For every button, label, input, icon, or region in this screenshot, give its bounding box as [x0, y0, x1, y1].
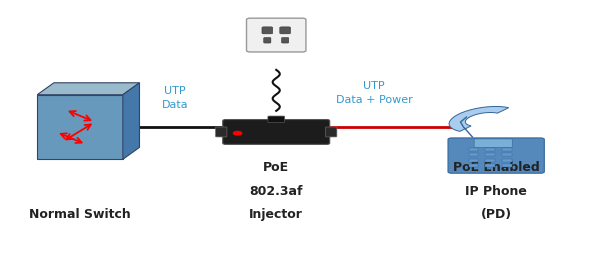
FancyBboxPatch shape [474, 139, 512, 147]
FancyBboxPatch shape [262, 27, 272, 34]
Bar [469, 153, 478, 156]
Polygon shape [37, 95, 123, 159]
Bar [485, 158, 495, 162]
FancyBboxPatch shape [448, 138, 544, 173]
Bar [485, 164, 495, 167]
Bar [502, 153, 512, 156]
Polygon shape [37, 83, 139, 95]
FancyBboxPatch shape [247, 18, 306, 52]
Polygon shape [123, 83, 139, 159]
FancyBboxPatch shape [326, 127, 337, 137]
Text: UTP
Data: UTP Data [162, 86, 188, 110]
Bar [502, 164, 512, 167]
Bar [469, 164, 478, 167]
Bar [469, 158, 478, 162]
FancyBboxPatch shape [264, 38, 271, 43]
Text: 802.3af: 802.3af [250, 185, 303, 198]
FancyBboxPatch shape [281, 38, 289, 43]
Bar [485, 153, 495, 156]
Text: IP Phone: IP Phone [465, 185, 527, 198]
Polygon shape [449, 106, 509, 131]
FancyBboxPatch shape [215, 127, 227, 137]
Text: Injector: Injector [249, 209, 303, 221]
Text: (PD): (PD) [481, 209, 512, 221]
FancyBboxPatch shape [223, 120, 330, 144]
Text: UTP
Data + Power: UTP Data + Power [336, 82, 413, 105]
Text: Normal Switch: Normal Switch [29, 209, 131, 221]
Bar [469, 148, 478, 151]
Bar [502, 158, 512, 162]
Circle shape [233, 132, 242, 135]
Text: PoE: PoE [263, 161, 289, 174]
FancyBboxPatch shape [268, 116, 284, 122]
Text: PoE Enabled: PoE Enabled [453, 161, 539, 174]
FancyBboxPatch shape [280, 27, 290, 34]
Bar [502, 148, 512, 151]
Bar [485, 148, 495, 151]
